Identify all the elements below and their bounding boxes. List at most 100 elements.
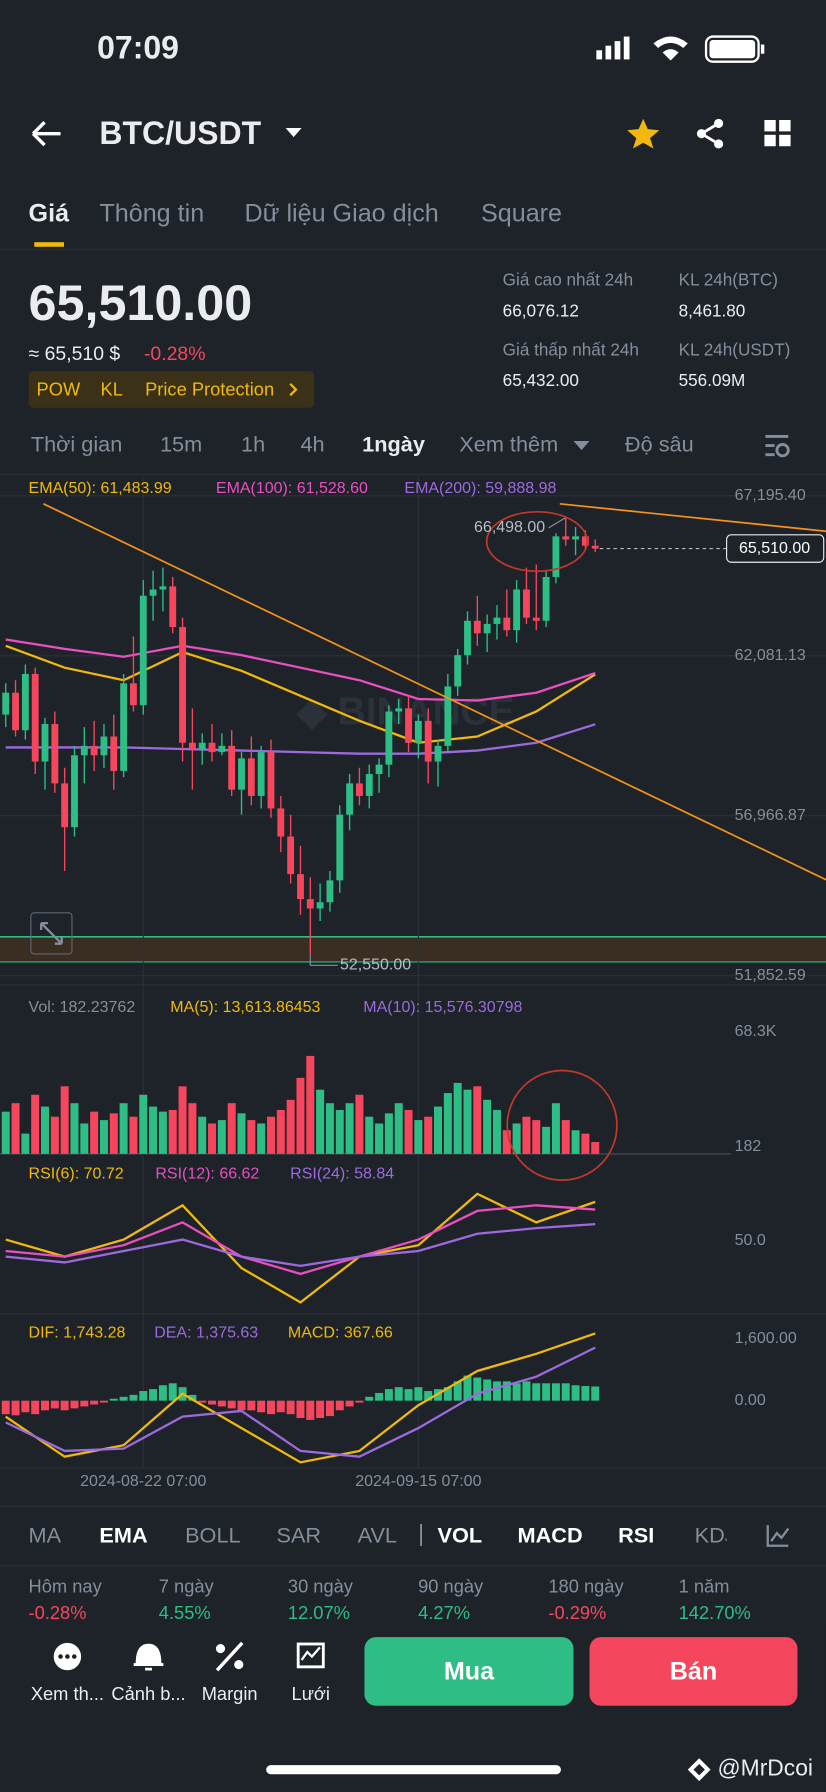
candle-body [503, 617, 511, 631]
nav-item[interactable]: Xem th... [30, 1685, 104, 1705]
dropdown [573, 440, 590, 451]
candle-body [179, 627, 186, 743]
macd-bar [542, 1383, 551, 1401]
stat-label: KL 24h(BTC) [678, 270, 778, 291]
annotation-circle [506, 1069, 618, 1182]
back-button[interactable] [30, 119, 64, 149]
indicator-tab[interactable]: RSI [618, 1524, 655, 1549]
candle-body [120, 683, 128, 771]
tab-indicator [34, 242, 64, 247]
perf-label: 90 ngày [418, 1577, 484, 1598]
volume-bar [60, 1086, 69, 1154]
indicator-tab[interactable]: MA [28, 1524, 62, 1549]
tab[interactable]: Thông tin [99, 198, 205, 228]
candle-body [414, 720, 422, 743]
candle-body [552, 536, 560, 577]
perf-label: Hôm nay [28, 1577, 102, 1598]
favorite-star[interactable] [626, 118, 660, 150]
macd-bar [345, 1400, 354, 1407]
indicator-line [5, 1223, 596, 1267]
indicator-tab[interactable]: AVL [357, 1524, 398, 1549]
indicator-tab[interactable]: BOLL [185, 1524, 241, 1549]
menu-grid[interactable] [764, 119, 791, 147]
interval[interactable]: 4h [300, 432, 325, 457]
candle-body [424, 720, 432, 762]
high-marker [548, 517, 567, 529]
candle-body [316, 902, 324, 909]
candle-body [100, 736, 108, 756]
volume-bar [247, 1120, 256, 1154]
volume-bar [522, 1116, 531, 1154]
candle-body [346, 783, 354, 815]
macd-bar [473, 1377, 482, 1401]
tab[interactable]: Dữ liệu Giao dịch [244, 198, 439, 228]
candle-body [454, 655, 462, 687]
candle-body [198, 742, 206, 750]
volume-bar [296, 1077, 305, 1154]
interval[interactable]: Thời gian [30, 432, 123, 457]
y-tick-label: 56,966.87 [735, 807, 806, 824]
buy-button[interactable]: Mua [364, 1637, 574, 1706]
indicator-tab[interactable]: SAR [276, 1524, 322, 1549]
x-tick-label: 2024-09-15 07:00 [355, 1473, 481, 1490]
sell-button[interactable]: Bán [589, 1637, 798, 1706]
indicator-tab[interactable]: VOL [437, 1524, 483, 1549]
tab[interactable]: Giá [28, 198, 70, 228]
macd-bar [227, 1400, 236, 1409]
share-button[interactable] [695, 118, 727, 150]
nav-item[interactable]: Cảnh b... [111, 1685, 186, 1705]
divider [0, 474, 826, 476]
indicator-settings[interactable] [765, 1523, 790, 1548]
candle-body [542, 576, 550, 621]
volume-bar [237, 1113, 246, 1154]
volume-bar [11, 1103, 20, 1154]
indicator-tab[interactable]: KDJ [694, 1525, 727, 1547]
clock: 07:09 [97, 29, 179, 66]
macd-bar [119, 1396, 128, 1401]
candle-body [355, 783, 363, 796]
macd-bar [60, 1400, 69, 1411]
volume-bar [90, 1111, 99, 1154]
candle-body [591, 545, 599, 549]
macd-bar [50, 1400, 59, 1409]
volume-bar [139, 1094, 148, 1154]
legend-entry: RSI(6): 70.72 [29, 1166, 124, 1183]
nav-icons [53, 1641, 325, 1672]
interval[interactable]: Độ sâu [624, 432, 694, 457]
indicator-line [5, 1192, 596, 1304]
volume-bar [41, 1106, 50, 1154]
chart-settings[interactable] [763, 433, 790, 458]
nav-item[interactable]: Lưới [291, 1685, 330, 1705]
low-marker [309, 953, 338, 966]
candle-body [218, 745, 226, 753]
volume-bar [591, 1142, 600, 1154]
indicator-tab[interactable]: MACD [517, 1524, 583, 1549]
legend-entry: DEA: 1,375.63 [154, 1324, 258, 1341]
legend-entry: EMA(50): 61,483.99 [29, 480, 172, 497]
macd-bar [257, 1400, 266, 1413]
y-tick-label: 1,600.00 [735, 1330, 797, 1347]
macd-bar [532, 1383, 541, 1401]
interval[interactable]: Xem thêm [459, 432, 559, 457]
tab[interactable]: Square [480, 198, 563, 228]
y-tick-label: 67,195.40 [735, 487, 806, 504]
indicator-tab[interactable]: EMA [99, 1524, 148, 1549]
volume-bar [306, 1055, 315, 1154]
interval[interactable]: 15m [159, 432, 203, 457]
stat-value: 66,076.12 [502, 301, 579, 322]
macd-bar [158, 1385, 167, 1401]
volume-bar [266, 1116, 275, 1154]
pair-title[interactable]: BTC/USDT [99, 115, 262, 151]
y-tick-label: 68.3K [735, 1023, 777, 1040]
pair-dropdown[interactable] [284, 126, 302, 140]
interval[interactable]: 1h [241, 432, 266, 457]
badge-bar[interactable] [28, 371, 315, 408]
volume-bar [414, 1120, 423, 1154]
price-change: -0.28% [143, 342, 206, 365]
legend-entry: MA(5): 13,613.86453 [170, 999, 320, 1016]
interval[interactable]: 1ngày [362, 432, 425, 457]
nav-item[interactable]: Margin [201, 1685, 258, 1705]
candle-body [306, 899, 314, 909]
volume-bar [188, 1103, 197, 1154]
expand-button[interactable] [30, 912, 73, 955]
